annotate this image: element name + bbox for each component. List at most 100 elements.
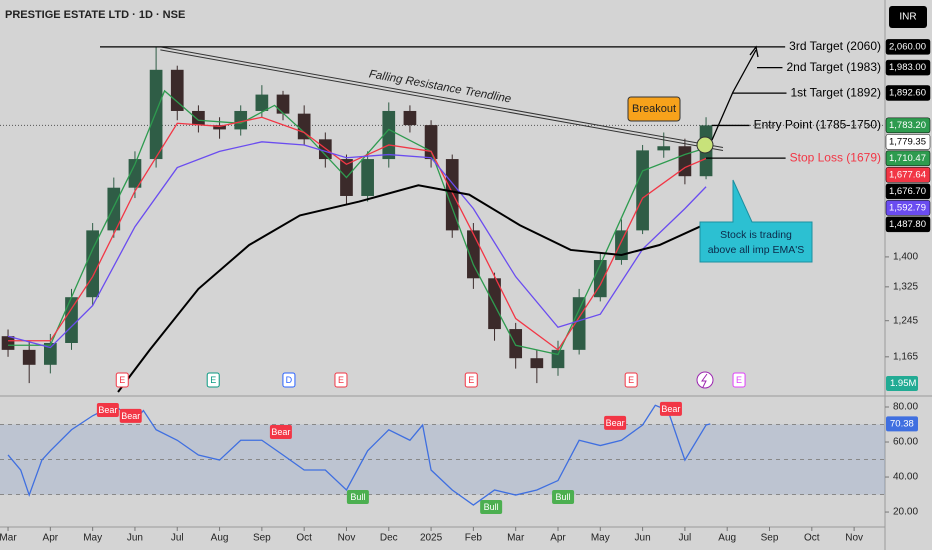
signal-label: Bull	[484, 502, 499, 512]
y-tick-label: 1,165	[893, 351, 918, 362]
x-tick-label: Oct	[296, 533, 312, 544]
candle-body	[192, 110, 205, 126]
price-label: 1,592.79	[889, 202, 926, 213]
y-tick-label: 60.00	[893, 437, 918, 448]
candle-body	[361, 159, 374, 196]
candle-body	[678, 146, 692, 177]
arrow-head	[749, 45, 759, 58]
split-icon-bolt	[701, 373, 708, 388]
price-label-box	[885, 59, 931, 76]
y-tick-label: 1,245	[893, 315, 918, 326]
signal-box	[346, 489, 369, 504]
candle-body	[403, 110, 417, 126]
x-tick-label: Dec	[380, 533, 398, 544]
currency: INR	[899, 12, 916, 23]
price-label-box	[885, 117, 931, 134]
signal-box	[96, 402, 119, 417]
price-label-box	[885, 167, 931, 183]
x-tick-label: May	[591, 533, 610, 544]
candle-body	[551, 349, 565, 369]
x-tick-label: Mar	[0, 533, 17, 544]
price-label: 1,676.70	[889, 186, 926, 197]
signal-label: Bear	[98, 405, 117, 415]
trendline	[160, 49, 724, 152]
event-label: E	[210, 375, 216, 385]
candle-body	[467, 230, 480, 279]
volume-label-box	[886, 376, 918, 391]
breakout-box	[627, 96, 681, 122]
callout-line: above all imp EMA'S	[708, 244, 805, 256]
candle-body	[530, 358, 544, 369]
price-label: 1,779.35	[889, 136, 926, 147]
event-label: E	[628, 375, 634, 385]
event-label: E	[338, 375, 344, 385]
moving-average	[7, 141, 707, 349]
signal-label: Bull	[350, 492, 365, 502]
candle-body	[297, 113, 311, 140]
price-label: 1,783.20	[889, 120, 926, 131]
x-tick-label: Mar	[507, 533, 525, 544]
candle-body	[107, 187, 121, 231]
signal-label: Bear	[661, 404, 680, 414]
event-marker	[334, 372, 348, 388]
annotation: Entry Point (1785-1750)	[754, 118, 881, 132]
x-tick-label: Jul	[171, 533, 184, 544]
rsi-last-label: 70.38	[890, 418, 914, 429]
candle-body	[43, 342, 57, 365]
x-tick-label: Apr	[43, 533, 59, 544]
x-tick-label: Jul	[679, 533, 692, 544]
signal-label: Bear	[121, 411, 140, 421]
y-tick-label: 80.00	[893, 402, 918, 413]
signal-box	[604, 415, 627, 430]
volume-label: 1.95M	[890, 378, 916, 389]
annotation: 3rd Target (2060)	[789, 39, 881, 53]
x-tick-label: Nov	[338, 533, 356, 544]
event-label: D	[286, 375, 293, 385]
event-label: E	[119, 375, 125, 385]
annotation: 2nd Target (1983)	[786, 60, 881, 74]
price-label-box	[885, 183, 931, 200]
moving-average	[117, 184, 707, 393]
x-tick-label: Sep	[761, 533, 779, 544]
candle-body	[170, 69, 184, 111]
target-arrow	[711, 49, 757, 141]
signal-box	[659, 401, 682, 416]
signal-label: Bull	[556, 492, 571, 502]
price-label: 1,710.47	[889, 153, 926, 164]
breakout-label: Breakout	[632, 103, 676, 115]
x-tick-label: Aug	[718, 533, 736, 544]
event-marker	[464, 372, 478, 388]
callout-box	[699, 179, 813, 263]
event-marker	[115, 372, 129, 388]
y-tick-label: 20.00	[893, 507, 918, 518]
candle-body	[615, 230, 628, 261]
annotation: 1st Target (1892)	[791, 85, 882, 99]
candle-body	[213, 125, 226, 130]
signal-box	[552, 489, 575, 504]
moving-average	[8, 89, 707, 356]
candle-body	[276, 94, 290, 114]
x-tick-label: Sep	[253, 533, 271, 544]
candle-body	[128, 159, 142, 188]
x-tick-label: Apr	[550, 533, 566, 544]
signal-box	[480, 499, 503, 514]
x-tick-label: Jun	[635, 533, 651, 544]
candle-body	[234, 110, 248, 130]
event-marker	[732, 372, 746, 388]
candle-body	[509, 329, 523, 359]
event-marker	[206, 372, 220, 388]
price-label-box	[885, 134, 931, 150]
moving-average	[8, 116, 707, 351]
y-tick-label: 1,400	[893, 252, 918, 263]
candle-body	[149, 69, 163, 160]
price-label-box	[885, 39, 931, 55]
price-label: 1,892.60	[889, 87, 926, 98]
x-tick-label: Nov	[845, 533, 863, 544]
candle-body	[1, 336, 15, 350]
x-tick-label: May	[83, 533, 102, 544]
breakout-point	[696, 136, 714, 154]
rsi-last-box	[886, 416, 918, 432]
price-label: 2,060.00	[889, 41, 926, 52]
